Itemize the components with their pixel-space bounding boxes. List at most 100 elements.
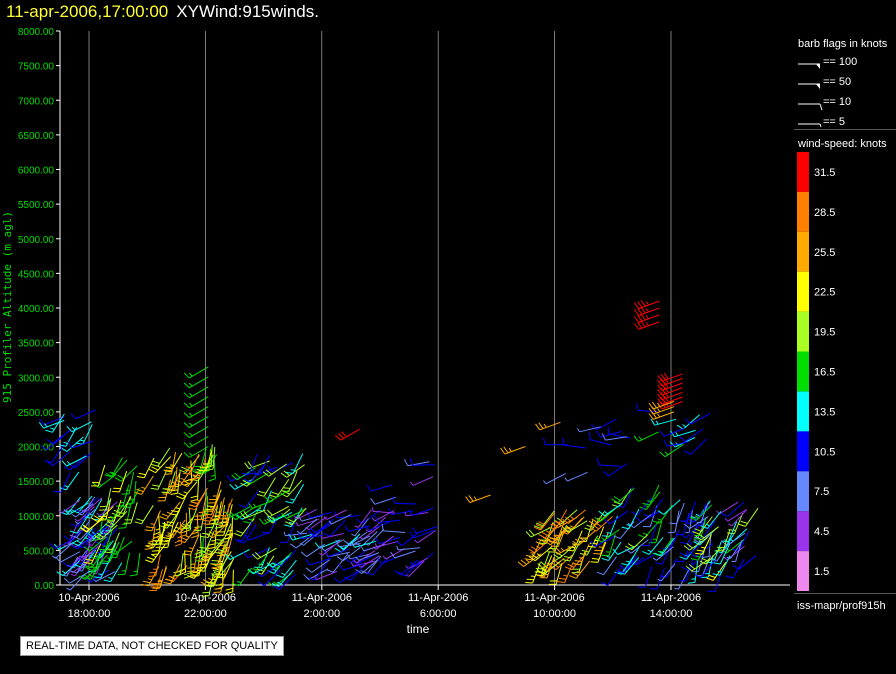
barb-flag	[503, 446, 509, 454]
barb-shaft	[167, 525, 174, 548]
wind-barb	[71, 503, 94, 518]
barb-flag	[213, 571, 221, 576]
barb-flag	[354, 525, 359, 528]
wind-barb	[178, 550, 186, 576]
barb-flag	[263, 511, 270, 518]
barb-flag	[91, 539, 100, 541]
barb-flag	[277, 581, 282, 585]
wind-barb	[204, 494, 221, 516]
wind-barb	[121, 472, 135, 495]
y-tick-label: 5000.00	[18, 235, 55, 246]
speed-swatch-label: 10.5	[814, 446, 835, 458]
barb-shaft	[370, 484, 393, 492]
barb-flag	[614, 571, 622, 575]
barb-flag	[723, 556, 728, 561]
barb-flag	[303, 573, 310, 580]
wind-barb	[197, 531, 215, 552]
wind-barb	[99, 488, 112, 511]
barb-flag	[244, 462, 250, 469]
barb-flag	[161, 513, 169, 518]
wind-barb	[338, 563, 365, 571]
wind-barb	[633, 313, 660, 323]
wind-barb	[53, 472, 71, 493]
barb-flag	[78, 575, 86, 580]
barb-flag	[208, 478, 216, 482]
barb-flag	[570, 516, 575, 520]
wind-barb	[589, 535, 615, 547]
wind-barb	[657, 563, 676, 582]
wind-barb	[657, 372, 683, 382]
wind-barb	[371, 510, 395, 522]
barb-flag	[53, 490, 62, 493]
barb-shaft	[660, 563, 676, 582]
barb-flag	[705, 523, 710, 527]
barb-flag	[645, 308, 650, 313]
barb-flag	[273, 581, 278, 585]
barb-flag	[390, 551, 396, 559]
barb-shaft	[412, 476, 434, 486]
barb-flag	[205, 510, 213, 512]
y-tick-labels: 8000.00 7500.00 7000.00 6500.00 6000.00 5500.…	[18, 27, 60, 592]
barb-flag	[75, 442, 83, 445]
barb-shaft	[189, 386, 209, 399]
barb-flag	[117, 474, 125, 480]
barb-flag	[184, 550, 192, 553]
barb-flag	[594, 549, 602, 552]
barb-flag	[633, 309, 640, 316]
barb-shaft	[300, 518, 318, 534]
wind-barb	[104, 511, 128, 528]
barb-flag	[530, 552, 535, 554]
barb-flag	[104, 474, 112, 478]
wind-barb	[642, 484, 660, 506]
barb-flag	[541, 568, 546, 570]
barb-flag	[663, 391, 669, 398]
wind-barb	[66, 421, 92, 433]
barb-flag	[560, 547, 565, 552]
barb-flag	[580, 537, 585, 541]
barb-flag	[562, 526, 569, 533]
speed-swatch-label: 25.5	[814, 247, 835, 259]
barb-flag	[108, 577, 113, 580]
barb-flag	[670, 430, 675, 438]
barb-flag	[39, 418, 45, 426]
barb-flag	[180, 525, 185, 528]
barb-flag	[284, 524, 292, 528]
barb-flag	[290, 498, 295, 501]
barb-flag	[334, 547, 342, 553]
wind-barb	[593, 533, 609, 555]
barb-shaft	[257, 547, 277, 560]
barb-shaft	[221, 523, 232, 544]
barb-flag	[214, 588, 222, 590]
barb-flag	[643, 532, 648, 536]
barb-shaft	[241, 521, 253, 542]
barb-flag	[183, 452, 190, 458]
speed-swatch-label: 16.5	[814, 367, 835, 379]
barb-shaft	[252, 500, 274, 509]
barb-shaft	[628, 508, 640, 529]
barb-flag	[129, 574, 138, 577]
barb-flag	[200, 510, 208, 514]
barb-shaft	[113, 500, 122, 522]
barb-flag	[212, 570, 221, 573]
barb-shaft	[567, 471, 588, 482]
barb-shaft	[272, 554, 292, 568]
barb-shaft	[373, 510, 396, 514]
wind-barb	[589, 432, 612, 446]
barb-flag	[96, 532, 104, 538]
barb-flag	[573, 563, 581, 566]
barb-shaft	[719, 501, 739, 515]
barb-flag	[280, 472, 288, 478]
wind-barb	[299, 530, 321, 546]
barb-flag	[686, 543, 693, 549]
wind-barb	[621, 508, 640, 530]
barb-flag	[71, 426, 76, 431]
barb-shaft	[661, 382, 683, 391]
wind-barb	[150, 447, 171, 467]
barb-flag	[693, 536, 699, 539]
barb-flag	[175, 507, 180, 510]
barb-flag	[96, 512, 101, 516]
y-tick-label: 4000.00	[18, 304, 55, 315]
barb-shaft	[340, 428, 360, 441]
wind-barb	[552, 543, 578, 555]
barb-shaft	[342, 547, 361, 562]
